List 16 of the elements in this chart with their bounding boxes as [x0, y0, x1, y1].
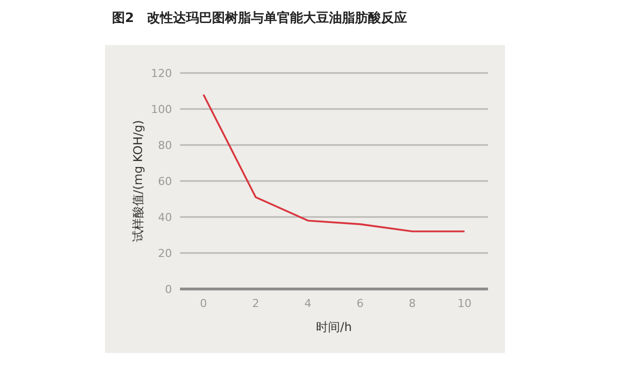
- y-tick-label: 60: [158, 175, 172, 188]
- x-tick-label: 0: [200, 297, 207, 310]
- x-tick-label: 10: [458, 297, 472, 310]
- y-tick-label: 80: [158, 139, 172, 152]
- x-tick-label: 6: [356, 297, 364, 310]
- x-axis-title: 时间/h: [316, 320, 352, 334]
- x-tick-label: 8: [408, 297, 416, 310]
- x-tick-label: 4: [304, 297, 312, 310]
- y-tick-label: 40: [158, 211, 172, 224]
- y-tick-label: 100: [151, 103, 172, 116]
- y-tick-label: 120: [151, 67, 172, 80]
- y-axis-title: 试样酸值/(mg KOH/g): [131, 120, 145, 242]
- chart-title: 图2 改性达玛巴图树脂与单官能大豆油脂肪酸反应: [112, 10, 408, 26]
- x-tick-label: 2: [252, 297, 260, 310]
- y-tick-label: 20: [158, 247, 172, 260]
- y-tick-label: 0: [165, 283, 172, 296]
